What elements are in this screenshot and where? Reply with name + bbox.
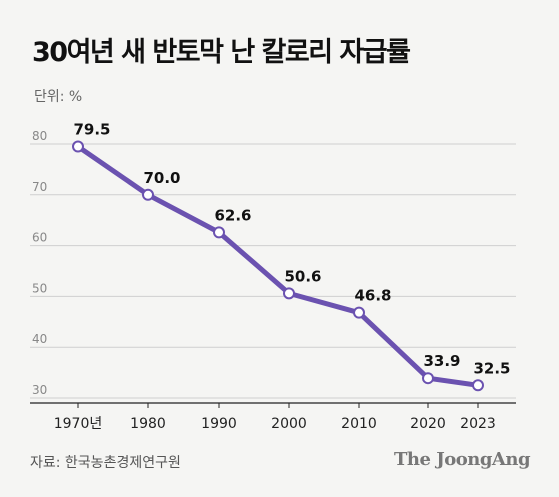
data-label: 62.6 — [214, 206, 251, 224]
data-point — [353, 306, 365, 319]
chart-title: 30여년 새 반토막 난 칼로리 자급률 — [32, 37, 411, 68]
data-label: 32.5 — [473, 359, 510, 377]
x-tick-label: 2010 — [341, 416, 377, 432]
data-point — [142, 188, 154, 201]
data-point — [213, 226, 225, 239]
data-label: 46.8 — [354, 287, 391, 305]
x-tick-label: 1980 — [130, 416, 166, 432]
y-tick-label: 30 — [32, 383, 47, 397]
line-chart: 30 40 50 60 70 80 79.5 70.0 62.6 50.6 46.8 33.9 32.… — [30, 121, 516, 432]
data-label: 33.9 — [423, 352, 460, 370]
y-tick-label: 50 — [32, 281, 47, 295]
x-tick-label: 2000 — [271, 416, 307, 432]
x-tick-label: 1990 — [201, 416, 237, 432]
y-tick-label: 60 — [32, 231, 47, 245]
x-tick-label: 2023 — [460, 416, 496, 432]
y-tick-label: 70 — [32, 180, 47, 194]
data-label: 79.5 — [73, 121, 110, 139]
data-point — [283, 287, 295, 300]
data-point — [472, 379, 484, 392]
series-line — [75, 144, 481, 388]
unit-label: 단위: % — [34, 89, 83, 105]
data-label: 50.6 — [284, 267, 321, 285]
data-point — [422, 372, 434, 385]
data-label: 70.0 — [143, 169, 180, 187]
x-tick-label: 2020 — [410, 416, 446, 432]
y-tick-label: 40 — [32, 332, 47, 346]
y-tick-label: 80 — [32, 129, 47, 143]
source-note: 자료: 한국농촌경제연구원 — [30, 455, 181, 471]
x-tick-label: 1970년 — [54, 416, 103, 432]
brand-logo: The JoongAng — [394, 449, 531, 470]
data-point — [72, 140, 84, 153]
